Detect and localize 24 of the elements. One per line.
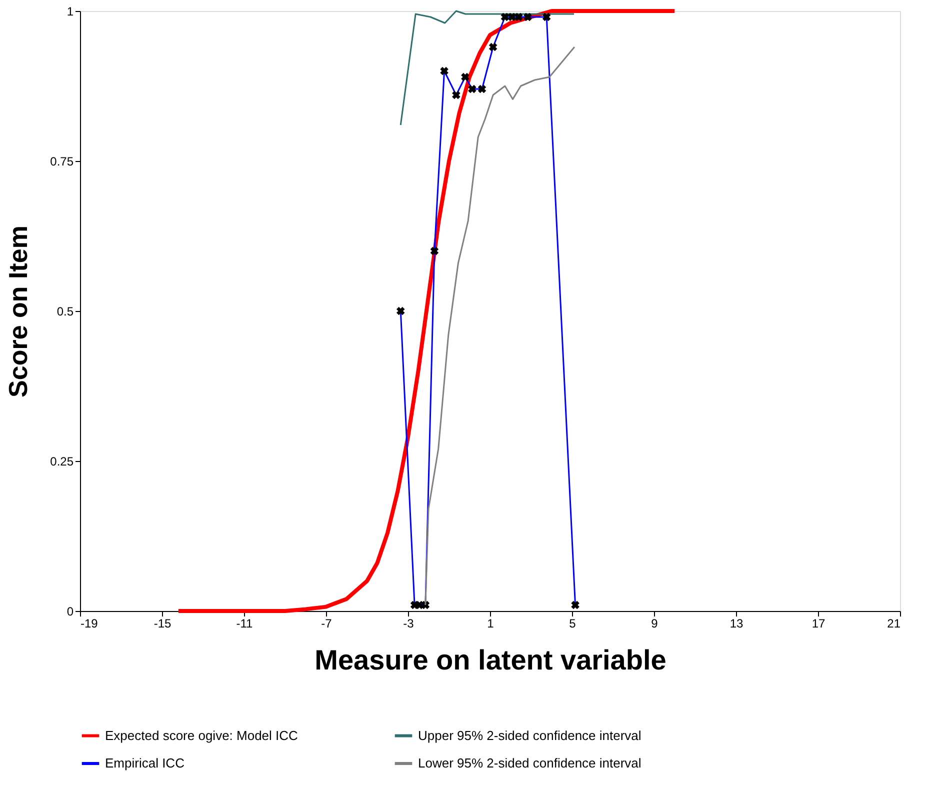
y-tick-label: 0 bbox=[66, 604, 74, 618]
x-tick-label: -7 bbox=[321, 616, 332, 630]
legend-label: Upper 95% 2-sided confidence interval bbox=[418, 728, 642, 743]
x-tick-label: 1 bbox=[487, 616, 494, 630]
legend-label: Lower 95% 2-sided confidence interval bbox=[418, 756, 642, 770]
y-axis-title: Score on Item bbox=[3, 226, 34, 398]
legend-label: Expected score ogive: Model ICC bbox=[105, 728, 298, 743]
x-tick-label: -11 bbox=[236, 616, 254, 630]
y-tick-label: 1 bbox=[66, 4, 74, 18]
x-tick-label: -19 bbox=[80, 616, 98, 630]
x-tick-label: 21 bbox=[887, 616, 901, 630]
x-tick-label: -15 bbox=[154, 616, 172, 630]
legend-label: Empirical ICC bbox=[105, 756, 184, 770]
line-series bbox=[400, 10, 575, 126]
x-tick-label: 9 bbox=[651, 616, 658, 630]
y-tick-label: 0.75 bbox=[50, 154, 74, 168]
x-tick-label: -3 bbox=[403, 616, 414, 630]
x-axis-title: Measure on latent variable bbox=[314, 644, 666, 676]
x-tick-label: 13 bbox=[730, 616, 744, 630]
line-series bbox=[176, 9, 676, 613]
x-tick-label: 17 bbox=[812, 616, 826, 630]
y-tick-label: 0.5 bbox=[56, 304, 74, 318]
x-tick-label: 5 bbox=[569, 616, 576, 630]
y-tick-label: 0.25 bbox=[50, 454, 74, 468]
